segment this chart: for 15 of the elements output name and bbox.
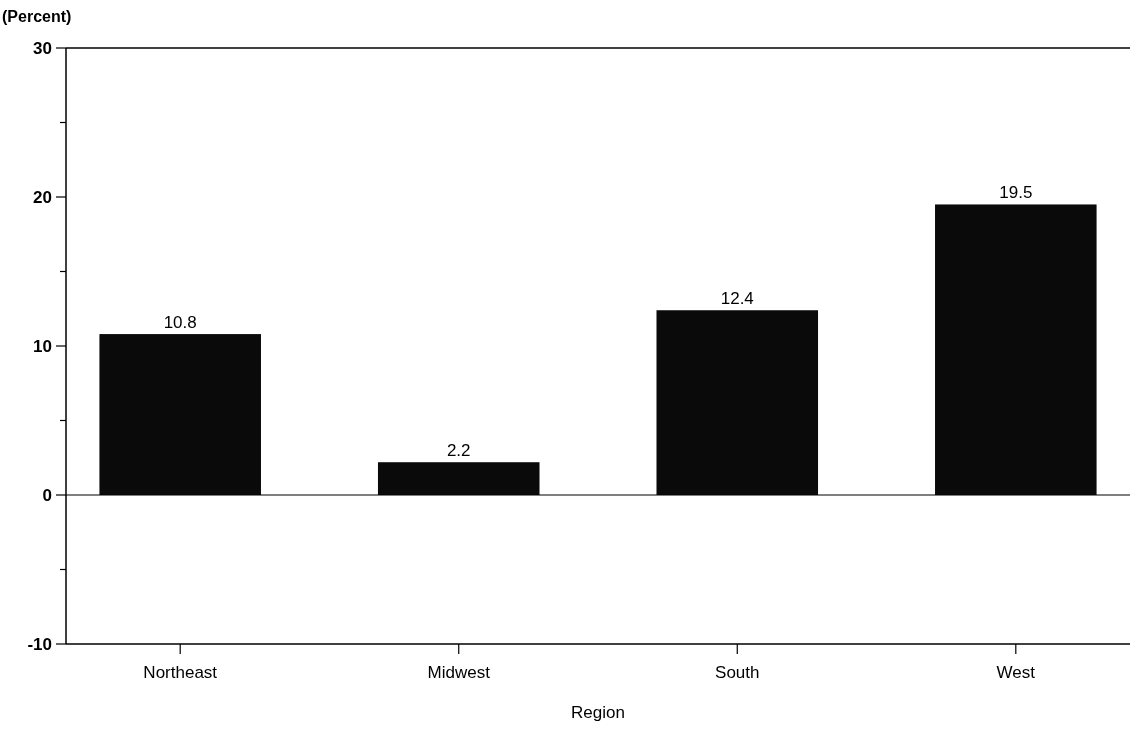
x-tick-label: Midwest — [427, 663, 491, 682]
x-tick-label: South — [715, 663, 760, 682]
data-label: 19.5 — [999, 183, 1033, 203]
x-tick-label: Northeast — [143, 663, 218, 682]
x-tick-label: West — [996, 663, 1036, 682]
data-label: 10.8 — [163, 313, 197, 333]
y-tick-label: 30 — [33, 38, 52, 58]
y-tick-label: -10 — [27, 634, 52, 654]
data-label: 12.4 — [720, 289, 754, 309]
y-axis-title: (Percent) — [2, 8, 72, 25]
data-label: 2.2 — [446, 441, 471, 461]
y-tick-label: 10 — [33, 336, 52, 356]
y-tick-label: 0 — [42, 485, 52, 505]
x-axis-title: Region — [571, 703, 625, 722]
y-tick-label: 20 — [33, 187, 52, 207]
